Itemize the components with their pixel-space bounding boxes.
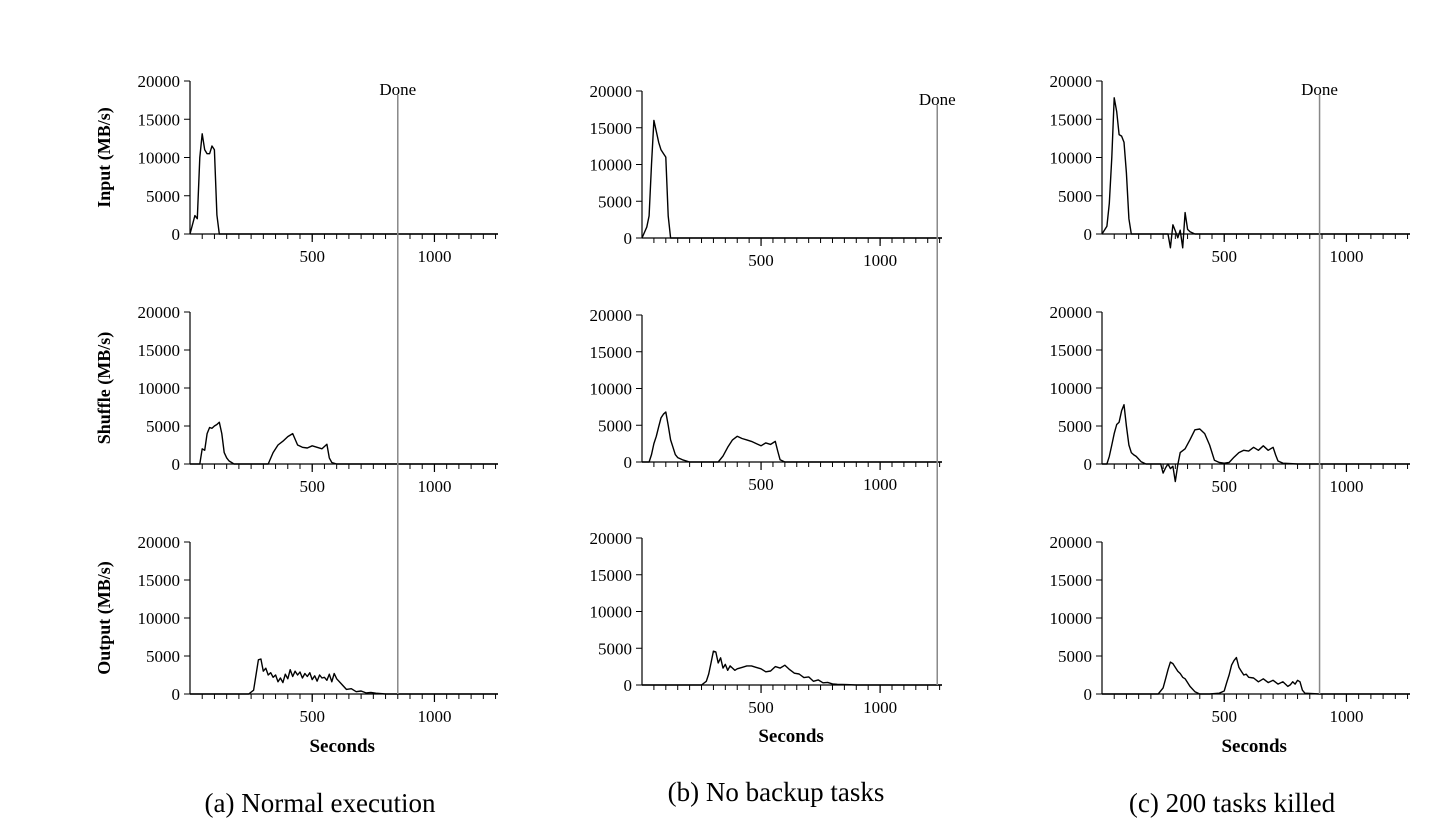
subfigure-caption: (b) No backup tasks: [668, 777, 885, 807]
y-tick-label: 5000: [146, 417, 180, 436]
y-tick-label: 0: [624, 453, 633, 472]
x-tick-label: 1000: [417, 247, 451, 266]
input-panel: 0 5000 10000 15000 20000 500 1000 Input (MB/s): [94, 72, 498, 266]
output-series-line: [190, 658, 498, 695]
y-tick-label: 15000: [1050, 571, 1093, 590]
y-tick-label: 0: [624, 229, 633, 248]
y-tick-label: 10000: [590, 156, 633, 175]
x-tick-label: 500: [748, 475, 774, 494]
x-axis-title: Seconds: [758, 726, 823, 747]
shuffle-series-line: [642, 411, 942, 463]
output-panel: 0 5000 10000 15000 20000 500 1000: [1050, 533, 1410, 726]
done-label: Done: [379, 80, 416, 99]
done-label: Done: [1301, 80, 1338, 99]
x-tick-label: 1000: [863, 251, 897, 270]
y-tick-label: 10000: [138, 149, 181, 168]
x-tick-label: 500: [1211, 707, 1237, 726]
y-tick-label: 0: [172, 685, 181, 704]
y-axis-label-input: Input (MB/s): [94, 107, 115, 208]
y-tick-label: 20000: [1050, 533, 1093, 552]
y-tick-label: 10000: [590, 603, 633, 622]
y-axis-label-shuffle: Shuffle (MB/s): [94, 332, 115, 445]
y-tick-label: 15000: [138, 341, 181, 360]
x-tick-label: 500: [1211, 477, 1237, 496]
y-tick-label: 0: [1084, 225, 1093, 244]
shuffle-series-line: [190, 421, 498, 465]
x-tick-label: 500: [1211, 247, 1237, 266]
y-tick-label: 5000: [146, 647, 180, 666]
y-tick-label: 10000: [590, 380, 633, 399]
y-tick-label: 15000: [590, 119, 633, 138]
done-label: Done: [919, 90, 956, 109]
x-tick-label: 500: [748, 251, 774, 270]
y-axis-label-output: Output (MB/s): [94, 561, 115, 675]
y-tick-label: 15000: [138, 110, 181, 129]
y-tick-label: 10000: [138, 379, 181, 398]
y-tick-label: 0: [172, 455, 181, 474]
x-tick-label: 500: [299, 477, 325, 496]
y-tick-label: 5000: [598, 639, 632, 658]
y-tick-label: 5000: [1058, 417, 1092, 436]
output-series-line: [1102, 656, 1410, 695]
output-panel: 0 5000 10000 15000 20000 500 1000 Output (MB/s): [94, 533, 498, 726]
y-tick-label: 10000: [1050, 149, 1093, 168]
x-tick-label: 1000: [1329, 477, 1363, 496]
input-series-line: [189, 133, 498, 235]
y-tick-label: 20000: [590, 529, 633, 548]
input-series-line: [641, 119, 942, 239]
input-panel: 0 5000 10000 15000 20000 500 1000: [590, 82, 942, 270]
y-tick-label: 20000: [138, 303, 181, 322]
x-tick-label: 1000: [1329, 707, 1363, 726]
y-tick-label: 20000: [138, 72, 181, 91]
x-tick-label: 500: [299, 247, 325, 266]
y-tick-label: 5000: [146, 187, 180, 206]
y-tick-label: 0: [172, 225, 181, 244]
x-tick-label: 500: [748, 698, 774, 717]
y-tick-label: 20000: [1050, 72, 1093, 91]
x-tick-label: 1000: [417, 477, 451, 496]
input-panel: 0 5000 10000 15000 20000 500 1000: [1050, 72, 1410, 266]
x-axis-title: Seconds: [1221, 736, 1286, 757]
y-tick-label: 20000: [590, 82, 633, 101]
shuffle-panel: 0 5000 10000 15000 20000 500 1000: [1050, 303, 1410, 496]
y-tick-label: 20000: [1050, 303, 1093, 322]
y-tick-label: 10000: [138, 609, 181, 628]
y-tick-label: 15000: [138, 571, 181, 590]
y-tick-label: 15000: [590, 343, 633, 362]
input-series-line: [1101, 97, 1410, 249]
output-series-line: [642, 650, 942, 686]
subfigure-caption: (c) 200 tasks killed: [1129, 788, 1336, 818]
y-tick-label: 0: [624, 676, 633, 695]
y-tick-label: 10000: [1050, 609, 1093, 628]
x-tick-label: 500: [299, 707, 325, 726]
y-tick-label: 15000: [590, 566, 633, 585]
x-tick-label: 1000: [1329, 247, 1363, 266]
y-tick-label: 15000: [1050, 341, 1093, 360]
y-tick-label: 20000: [590, 306, 633, 325]
x-axis-title: Seconds: [309, 736, 374, 757]
x-tick-label: 1000: [863, 698, 897, 717]
y-tick-label: 5000: [598, 416, 632, 435]
y-tick-label: 5000: [1058, 647, 1092, 666]
x-tick-label: 1000: [417, 707, 451, 726]
shuffle-panel: 0 5000 10000 15000 20000 500 1000: [590, 306, 942, 494]
y-tick-label: 10000: [1050, 379, 1093, 398]
y-tick-label: 15000: [1050, 110, 1093, 129]
y-tick-label: 5000: [1058, 187, 1092, 206]
y-tick-label: 0: [1084, 455, 1093, 474]
y-tick-label: 0: [1084, 685, 1093, 704]
subfigure-caption: (a) Normal execution: [205, 788, 436, 818]
y-tick-label: 5000: [598, 192, 632, 211]
y-tick-label: 20000: [138, 533, 181, 552]
shuffle-panel: 0 5000 10000 15000 20000 500 1000 Shuffle (MB/s…: [94, 303, 498, 496]
x-tick-label: 1000: [863, 475, 897, 494]
shuffle-series-line: [1102, 404, 1410, 483]
output-panel: 0 5000 10000 15000 20000 500 1000: [590, 529, 942, 717]
